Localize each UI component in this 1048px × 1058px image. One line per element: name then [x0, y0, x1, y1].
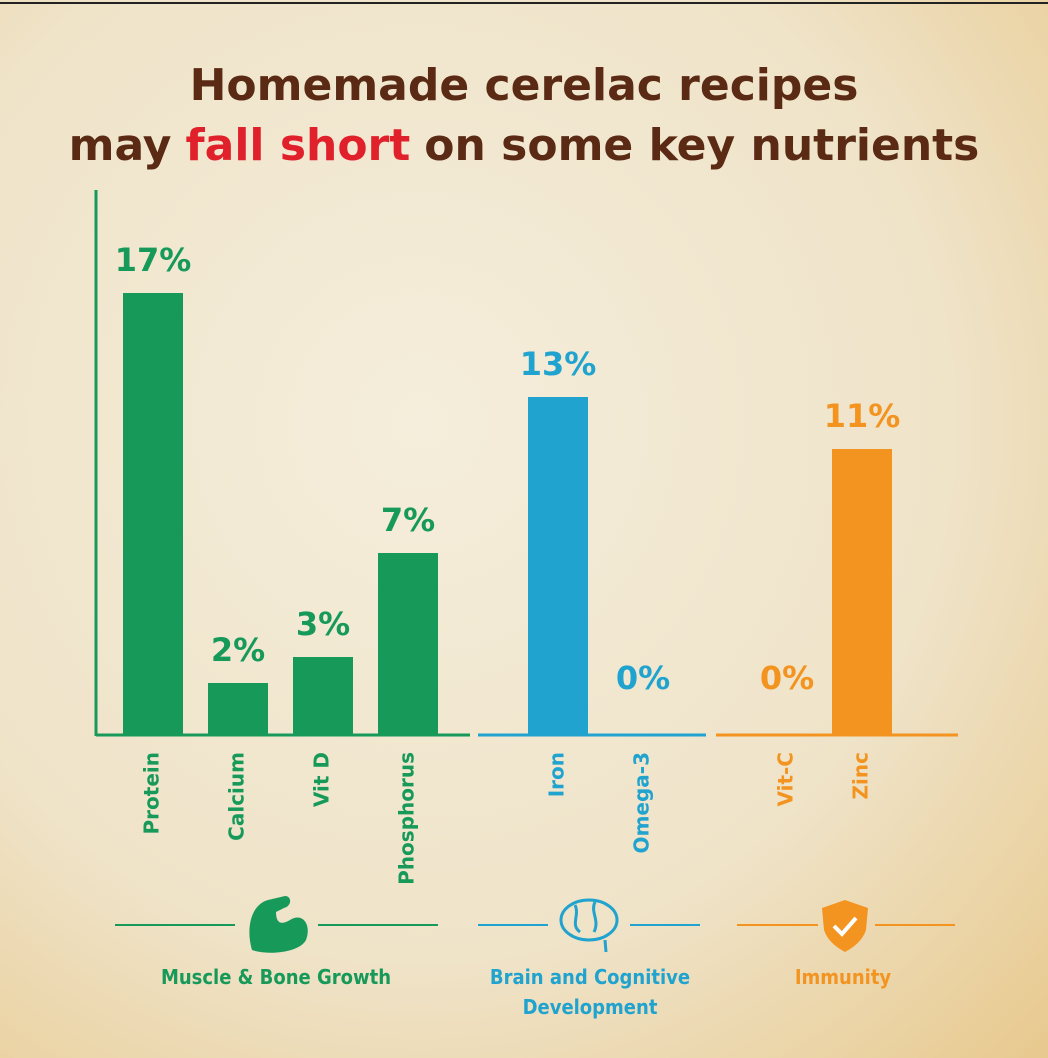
- title-line-2: may fall short on some key nutrients: [69, 120, 980, 171]
- value-label: 7%: [381, 501, 435, 539]
- brain-icon: [559, 898, 619, 953]
- category-label: Vit-C: [774, 752, 798, 807]
- category-label: Calcium: [225, 752, 249, 841]
- title-part: on some key nutrients: [424, 120, 979, 171]
- category-label: Phosphorus: [395, 752, 419, 885]
- value-label: 2%: [211, 631, 265, 669]
- group-label: Muscle & Bone Growth: [160, 965, 392, 989]
- category-label: Iron: [545, 752, 569, 797]
- bar: [123, 293, 183, 735]
- value-label: 0%: [760, 659, 814, 697]
- category-label: Omega-3: [630, 752, 654, 853]
- bar: [208, 683, 268, 735]
- value-label: 11%: [824, 397, 901, 435]
- value-label: 13%: [520, 345, 597, 383]
- value-label: 17%: [115, 241, 192, 279]
- title-part: may: [69, 120, 172, 171]
- category-label: Vit D: [310, 752, 334, 807]
- title-line-1: Homemade cerelac recipes: [190, 60, 859, 111]
- bar: [832, 449, 892, 735]
- bar: [378, 553, 438, 735]
- bar: [528, 397, 588, 735]
- category-label: Protein: [140, 752, 164, 834]
- muscle-icon: [249, 896, 308, 953]
- title-highlight: fall short: [186, 120, 411, 171]
- category-label: Zinc: [849, 752, 873, 799]
- shield-icon: [822, 900, 868, 952]
- value-label: 3%: [296, 605, 350, 643]
- value-label: 0%: [616, 659, 670, 697]
- group-label: Immunity: [794, 965, 892, 989]
- bar: [293, 657, 353, 735]
- group-label: Brain and Cognitive Development: [489, 965, 691, 1019]
